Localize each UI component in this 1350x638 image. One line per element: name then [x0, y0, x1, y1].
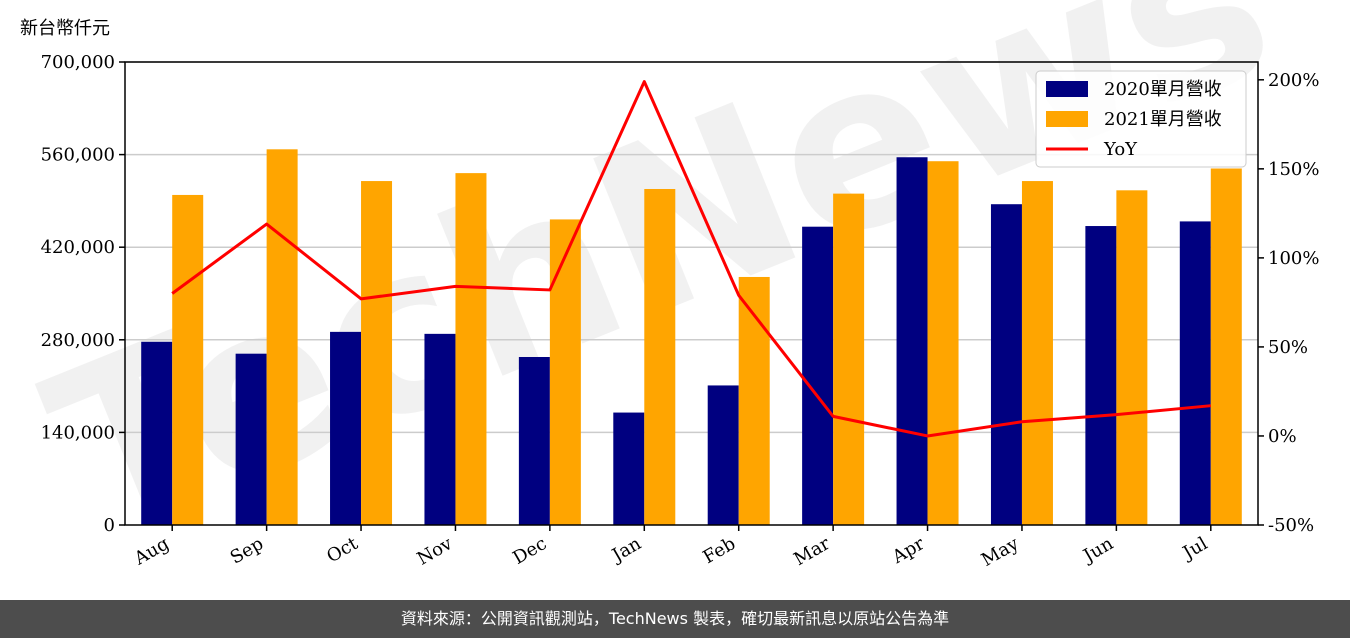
bar-2021-aug: [172, 194, 204, 525]
y-tick-label: 140,000: [41, 422, 115, 443]
y2-tick-label: 50%: [1268, 337, 1308, 358]
bar-2020-sep: [235, 353, 267, 525]
y-tick-label: 700,000: [41, 52, 115, 73]
bar-2021-jun: [1116, 190, 1148, 525]
bar-2021-feb: [738, 276, 770, 525]
bar-2020-jul: [1179, 221, 1211, 525]
bar-2020-dec: [518, 356, 550, 525]
revenue-chart: TechNews 0140,000280,000420,000560,00070…: [17, 0, 1319, 591]
bar-2021-jan: [644, 188, 676, 525]
bar-2021-sep: [266, 149, 298, 525]
legend-2020-label: 2020單月營收: [1104, 79, 1222, 100]
x-tick-label-jun: Jun: [1078, 533, 1117, 568]
bar-2020-aug: [141, 341, 173, 525]
x-tick-label-oct: Oct: [323, 533, 362, 568]
bar-2021-nov: [455, 173, 487, 525]
bar-2021-oct: [361, 181, 393, 526]
bar-2020-oct: [330, 331, 362, 525]
bar-2021-may: [1021, 181, 1053, 526]
y2-tick-label: 0%: [1268, 426, 1297, 447]
y2-tick-label: 150%: [1268, 159, 1319, 180]
source-footer: 資料來源：公開資訊觀測站，TechNews 製表，確切最新訊息以原站公告為準: [0, 600, 1350, 638]
bar-2020-nov: [424, 333, 456, 525]
y2-tick-label: 200%: [1268, 70, 1319, 91]
bar-2021-jul: [1210, 168, 1242, 526]
x-tick-label-may: May: [978, 533, 1023, 571]
x-tick-label-apr: Apr: [888, 533, 928, 568]
y-tick-label: 420,000: [41, 237, 115, 258]
yoy-line-layer: [171, 80, 1211, 438]
x-tick-label-nov: Nov: [414, 533, 457, 570]
yoy-line: [171, 80, 1211, 438]
x-tick-label-jul: Jul: [1178, 533, 1212, 565]
x-tick-label-dec: Dec: [509, 533, 550, 569]
bar-2021-dec: [549, 219, 581, 526]
legend-box: [1035, 70, 1247, 168]
x-tick-label-feb: Feb: [700, 533, 740, 568]
y-tick-label: 280,000: [41, 330, 115, 351]
bar-2020-jun: [1085, 226, 1117, 525]
bar-2021-apr: [927, 161, 959, 525]
bar-2020-feb: [707, 385, 739, 525]
legend-2021-label: 2021單月營收: [1104, 109, 1222, 130]
bar-2020-may: [990, 204, 1022, 525]
legend-2021-swatch: [1046, 111, 1088, 127]
legend-yoy-label: YoY: [1103, 139, 1138, 160]
bar-2020-mar: [802, 226, 834, 525]
y2-tick-label: 100%: [1268, 248, 1319, 269]
bar-2021-mar: [833, 193, 865, 526]
legend: 2020單月營收 2021單月營收 YoY: [1035, 70, 1247, 168]
y-tick-label: 0: [104, 515, 115, 536]
x-tick-label-mar: Mar: [790, 533, 834, 570]
y-tick-label: 560,000: [41, 145, 115, 166]
x-tick-label-jan: Jan: [607, 533, 645, 567]
y-axis-unit-label: 新台幣仟元: [20, 18, 110, 39]
y2-tick-label: -50%: [1268, 515, 1314, 536]
bars: [141, 149, 1242, 526]
legend-2020-swatch: [1046, 81, 1088, 97]
bar-2020-apr: [896, 157, 928, 525]
bar-2020-jan: [613, 412, 645, 525]
plot-frame: [124, 61, 1259, 526]
